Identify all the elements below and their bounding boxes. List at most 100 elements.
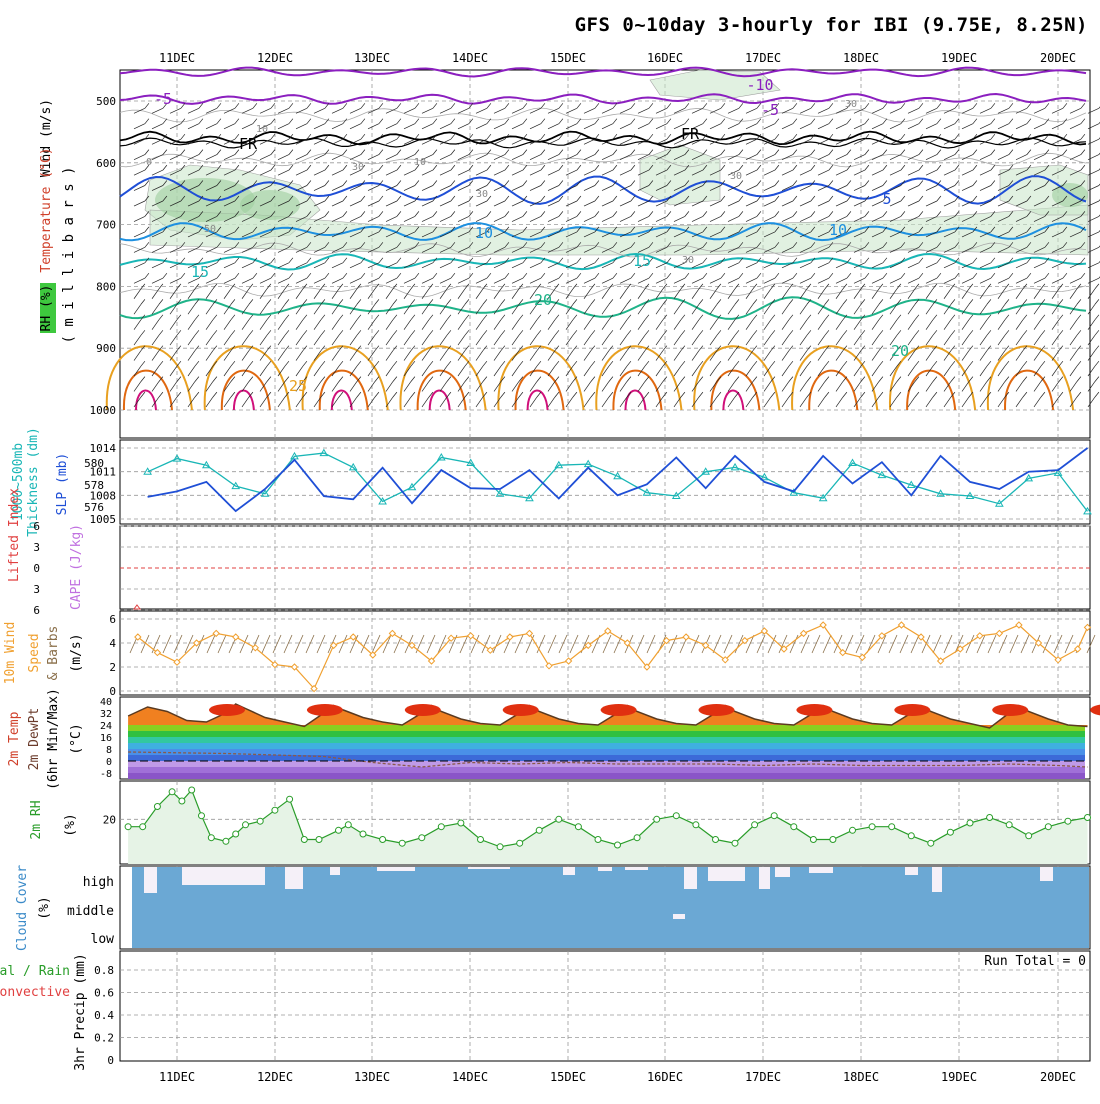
wind-barb-flag xyxy=(230,360,236,367)
surface-wind-barb xyxy=(712,634,722,654)
wind-barb-flag xyxy=(644,330,650,336)
wind-barb-flag xyxy=(302,299,308,305)
wind-barb-flag xyxy=(734,330,740,336)
surface-wind-barb xyxy=(877,634,887,654)
wind-barb xyxy=(907,169,920,176)
wind-barb-flag xyxy=(464,314,470,321)
wind-barb xyxy=(277,381,286,392)
wind-barb xyxy=(457,200,470,207)
wind-barb-flag xyxy=(576,164,582,171)
wind-barb-flag xyxy=(288,103,294,109)
wind-barb-flag xyxy=(414,103,420,109)
wind-barb xyxy=(1069,319,1078,330)
wind-barb xyxy=(817,304,826,315)
wind-barb xyxy=(601,169,614,176)
wind-barb-flag xyxy=(968,360,974,367)
wind-barb xyxy=(871,396,880,408)
wind-barb xyxy=(277,123,290,130)
label-upper-wind: Wind (m/s) xyxy=(39,99,54,177)
temp30-contour xyxy=(514,369,565,411)
wind-barb xyxy=(151,154,164,161)
wind-barb xyxy=(421,277,434,284)
wind-barb xyxy=(943,319,952,330)
temp25-contour xyxy=(889,345,977,411)
wind-barb xyxy=(349,396,358,408)
wind-barb xyxy=(313,319,322,330)
wind-barb xyxy=(727,288,736,299)
wind-barb xyxy=(331,277,344,284)
wind-barb-flag xyxy=(374,391,380,398)
wind-barb-flag xyxy=(702,103,708,109)
wind-barb xyxy=(835,231,848,238)
wind-barb xyxy=(997,381,1006,392)
wind-barb-flag xyxy=(482,345,488,351)
wind-barb-flag xyxy=(648,195,654,202)
wind-barb xyxy=(1069,396,1078,408)
wind-barb xyxy=(511,169,524,176)
wind-barb xyxy=(691,262,704,269)
wind-barb-flag xyxy=(504,164,510,171)
wind-speed-marker xyxy=(780,645,788,653)
wind-barb xyxy=(349,288,358,299)
wind-barb-flag xyxy=(846,272,852,279)
wind-barb xyxy=(709,169,722,176)
temp-peak-hot xyxy=(796,704,833,716)
wind-barb xyxy=(997,365,1006,377)
wind-barb xyxy=(1051,319,1060,330)
wind-barb-flag xyxy=(788,299,794,305)
wind-barb xyxy=(439,138,452,145)
contour-label: 20 xyxy=(534,291,552,309)
wind-barb-flag xyxy=(486,118,492,124)
wind-barb xyxy=(781,350,790,361)
wind-barb xyxy=(259,154,272,161)
wind-barb-flag xyxy=(356,314,362,321)
wind-barb xyxy=(1033,288,1042,299)
wind-barb-flag xyxy=(414,133,420,140)
wind-barb-flag xyxy=(194,299,200,305)
wind-barb xyxy=(943,216,956,222)
wind-barb xyxy=(1069,365,1078,377)
rh-marker xyxy=(849,826,856,834)
wind-barb-flag xyxy=(536,391,542,398)
wind-barb xyxy=(367,107,380,114)
wind-barb xyxy=(547,365,556,377)
wind-barb xyxy=(349,200,362,207)
wind-barb xyxy=(367,123,380,130)
contour-label: 10 xyxy=(475,224,493,242)
surface-wind-barb xyxy=(745,634,755,654)
wind-barb-flag xyxy=(990,133,996,140)
wind-barb xyxy=(421,381,430,392)
wind-barb xyxy=(691,319,700,330)
surface-wind-barb xyxy=(250,634,260,654)
wind-barb xyxy=(169,246,182,253)
wind-barb-flag xyxy=(374,283,380,290)
rh-marker xyxy=(809,836,817,843)
wind-barb-flag xyxy=(810,133,816,140)
run-total: Run Total = 0 xyxy=(984,954,1086,969)
wind-barb xyxy=(817,396,826,408)
wind-barb-flag xyxy=(860,391,866,398)
wind-barb-flag xyxy=(324,211,330,217)
wind-barb xyxy=(745,246,758,253)
wind-barb-flag xyxy=(378,133,384,140)
wind-barb-flag xyxy=(450,211,456,217)
thickness-marker xyxy=(671,491,681,499)
wind-barb-flag xyxy=(504,226,510,233)
wind-barb xyxy=(565,169,578,176)
wind-barb xyxy=(655,304,664,315)
surface-wind-barb xyxy=(569,634,579,654)
wind-barb-flag xyxy=(774,195,780,202)
wind-barb xyxy=(655,381,664,392)
rh-shade-dark xyxy=(240,190,300,220)
wind-barb xyxy=(601,185,614,191)
wind-barb xyxy=(907,185,920,191)
wind-barb xyxy=(277,288,286,299)
wind-barb-flag xyxy=(1076,314,1082,321)
wind-barb xyxy=(601,138,614,145)
wind-barb-flag xyxy=(266,391,272,398)
wind-barb-flag xyxy=(662,314,668,321)
wind-barb-flag xyxy=(738,195,744,202)
wind-barb-flag xyxy=(1044,257,1050,264)
wind-barb-flag xyxy=(338,330,344,336)
wind-barb xyxy=(979,288,988,299)
